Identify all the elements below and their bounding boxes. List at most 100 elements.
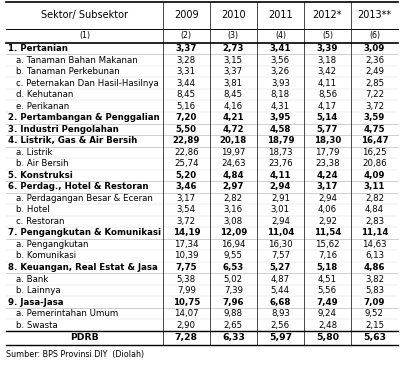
Text: 4,84: 4,84 [365,206,384,214]
Text: 5,16: 5,16 [177,102,196,111]
Text: 4,24: 4,24 [317,171,338,180]
Text: 9. Jasa-Jasa: 9. Jasa-Jasa [8,298,63,307]
Text: 7,16: 7,16 [318,251,337,260]
Text: 2009: 2009 [174,10,199,20]
Text: 3,37: 3,37 [176,44,197,53]
Text: 2,94: 2,94 [318,194,337,203]
Text: 4,31: 4,31 [271,102,290,111]
Text: 7,75: 7,75 [176,263,197,272]
Text: 18,30: 18,30 [314,136,341,145]
Text: 8,45: 8,45 [177,90,196,99]
Text: 3. Industri Pengolahan: 3. Industri Pengolahan [8,125,118,134]
Text: b. Komunikasi: b. Komunikasi [16,251,76,260]
Text: 3,59: 3,59 [364,113,385,122]
Text: 7,20: 7,20 [176,113,197,122]
Text: 20,18: 20,18 [220,136,247,145]
Text: 8,45: 8,45 [224,90,243,99]
Text: (2): (2) [181,31,192,40]
Text: 5,63: 5,63 [363,333,386,342]
Text: a. Listrik: a. Listrik [16,148,53,157]
Text: 7,09: 7,09 [364,298,385,307]
Text: 12,09: 12,09 [220,228,247,238]
Text: Sumber: BPS Provinsi DIY  (Diolah): Sumber: BPS Provinsi DIY (Diolah) [6,350,144,358]
Text: 4,84: 4,84 [222,171,244,180]
Text: 4,17: 4,17 [318,102,337,111]
Text: 4,58: 4,58 [270,125,291,134]
Text: 3,39: 3,39 [317,44,338,53]
Text: 3,81: 3,81 [224,79,243,88]
Text: 14,19: 14,19 [172,228,200,238]
Text: 7,49: 7,49 [317,298,338,307]
Text: (4): (4) [275,31,286,40]
Text: (3): (3) [228,31,239,40]
Text: 16,47: 16,47 [361,136,388,145]
Text: 3,46: 3,46 [176,182,197,191]
Text: 8. Keuangan, Real Estat & Jasa: 8. Keuangan, Real Estat & Jasa [8,263,157,272]
Text: c. Peternakan Dan Hasil-Hasilnya: c. Peternakan Dan Hasil-Hasilnya [16,79,159,88]
Text: 5,27: 5,27 [270,263,291,272]
Text: 15,62: 15,62 [315,240,340,249]
Text: 5,20: 5,20 [176,171,197,180]
Text: 3,82: 3,82 [365,275,384,283]
Text: 3,18: 3,18 [318,56,337,65]
Text: 16,30: 16,30 [268,240,293,249]
Text: 2,48: 2,48 [318,320,337,330]
Text: 5,02: 5,02 [224,275,243,283]
Text: 3,01: 3,01 [271,206,290,214]
Text: PDRB: PDRB [70,333,99,342]
Text: 4,87: 4,87 [271,275,290,283]
Text: a. Tanaman Bahan Makanan: a. Tanaman Bahan Makanan [16,56,138,65]
Text: 8,93: 8,93 [271,309,290,318]
Text: 4,86: 4,86 [364,263,385,272]
Text: 7,39: 7,39 [224,286,243,295]
Text: 3,93: 3,93 [271,79,290,88]
Text: 3,15: 3,15 [224,56,243,65]
Text: 18,73: 18,73 [268,148,293,157]
Text: 22,86: 22,86 [174,148,199,157]
Text: 14,07: 14,07 [174,309,199,318]
Text: 3,11: 3,11 [364,182,385,191]
Text: 4,06: 4,06 [318,206,337,214]
Text: 5,56: 5,56 [318,286,337,295]
Text: 3,72: 3,72 [177,217,196,226]
Text: 4,16: 4,16 [224,102,243,111]
Text: (5): (5) [322,31,333,40]
Text: 5,97: 5,97 [269,333,292,342]
Text: 2,82: 2,82 [365,194,384,203]
Text: 3,26: 3,26 [271,67,290,76]
Text: 25,74: 25,74 [174,159,199,168]
Text: 3,44: 3,44 [177,79,196,88]
Text: 3,17: 3,17 [177,194,196,203]
Text: 20,86: 20,86 [362,159,387,168]
Text: 5,14: 5,14 [317,113,338,122]
Text: 4,21: 4,21 [223,113,244,122]
Text: 4,09: 4,09 [364,171,385,180]
Text: 9,24: 9,24 [318,309,337,318]
Text: 2013**: 2013** [358,10,392,20]
Text: 19,97: 19,97 [221,148,246,157]
Text: 17,34: 17,34 [174,240,199,249]
Text: 3,37: 3,37 [224,67,243,76]
Text: 3,41: 3,41 [270,44,291,53]
Text: 6,33: 6,33 [222,333,245,342]
Text: b. Hotel: b. Hotel [16,206,50,214]
Text: 4,51: 4,51 [318,275,337,283]
Text: 2,85: 2,85 [365,79,384,88]
Text: 2010: 2010 [221,10,246,20]
Text: 22,89: 22,89 [173,136,200,145]
Text: Sektor/ Subsektor: Sektor/ Subsektor [41,10,128,20]
Text: (1): (1) [79,31,90,40]
Text: 5,18: 5,18 [317,263,338,272]
Text: 6,68: 6,68 [270,298,291,307]
Text: 3,54: 3,54 [177,206,196,214]
Text: 5,50: 5,50 [176,125,197,134]
Text: 9,52: 9,52 [365,309,384,318]
Text: 2,83: 2,83 [365,217,384,226]
Text: 2,97: 2,97 [223,182,244,191]
Text: 3,72: 3,72 [365,102,384,111]
Text: 23,38: 23,38 [315,159,340,168]
Text: 2011: 2011 [268,10,293,20]
Text: 3,42: 3,42 [318,67,337,76]
Text: 23,76: 23,76 [268,159,293,168]
Text: 7,96: 7,96 [223,298,244,307]
